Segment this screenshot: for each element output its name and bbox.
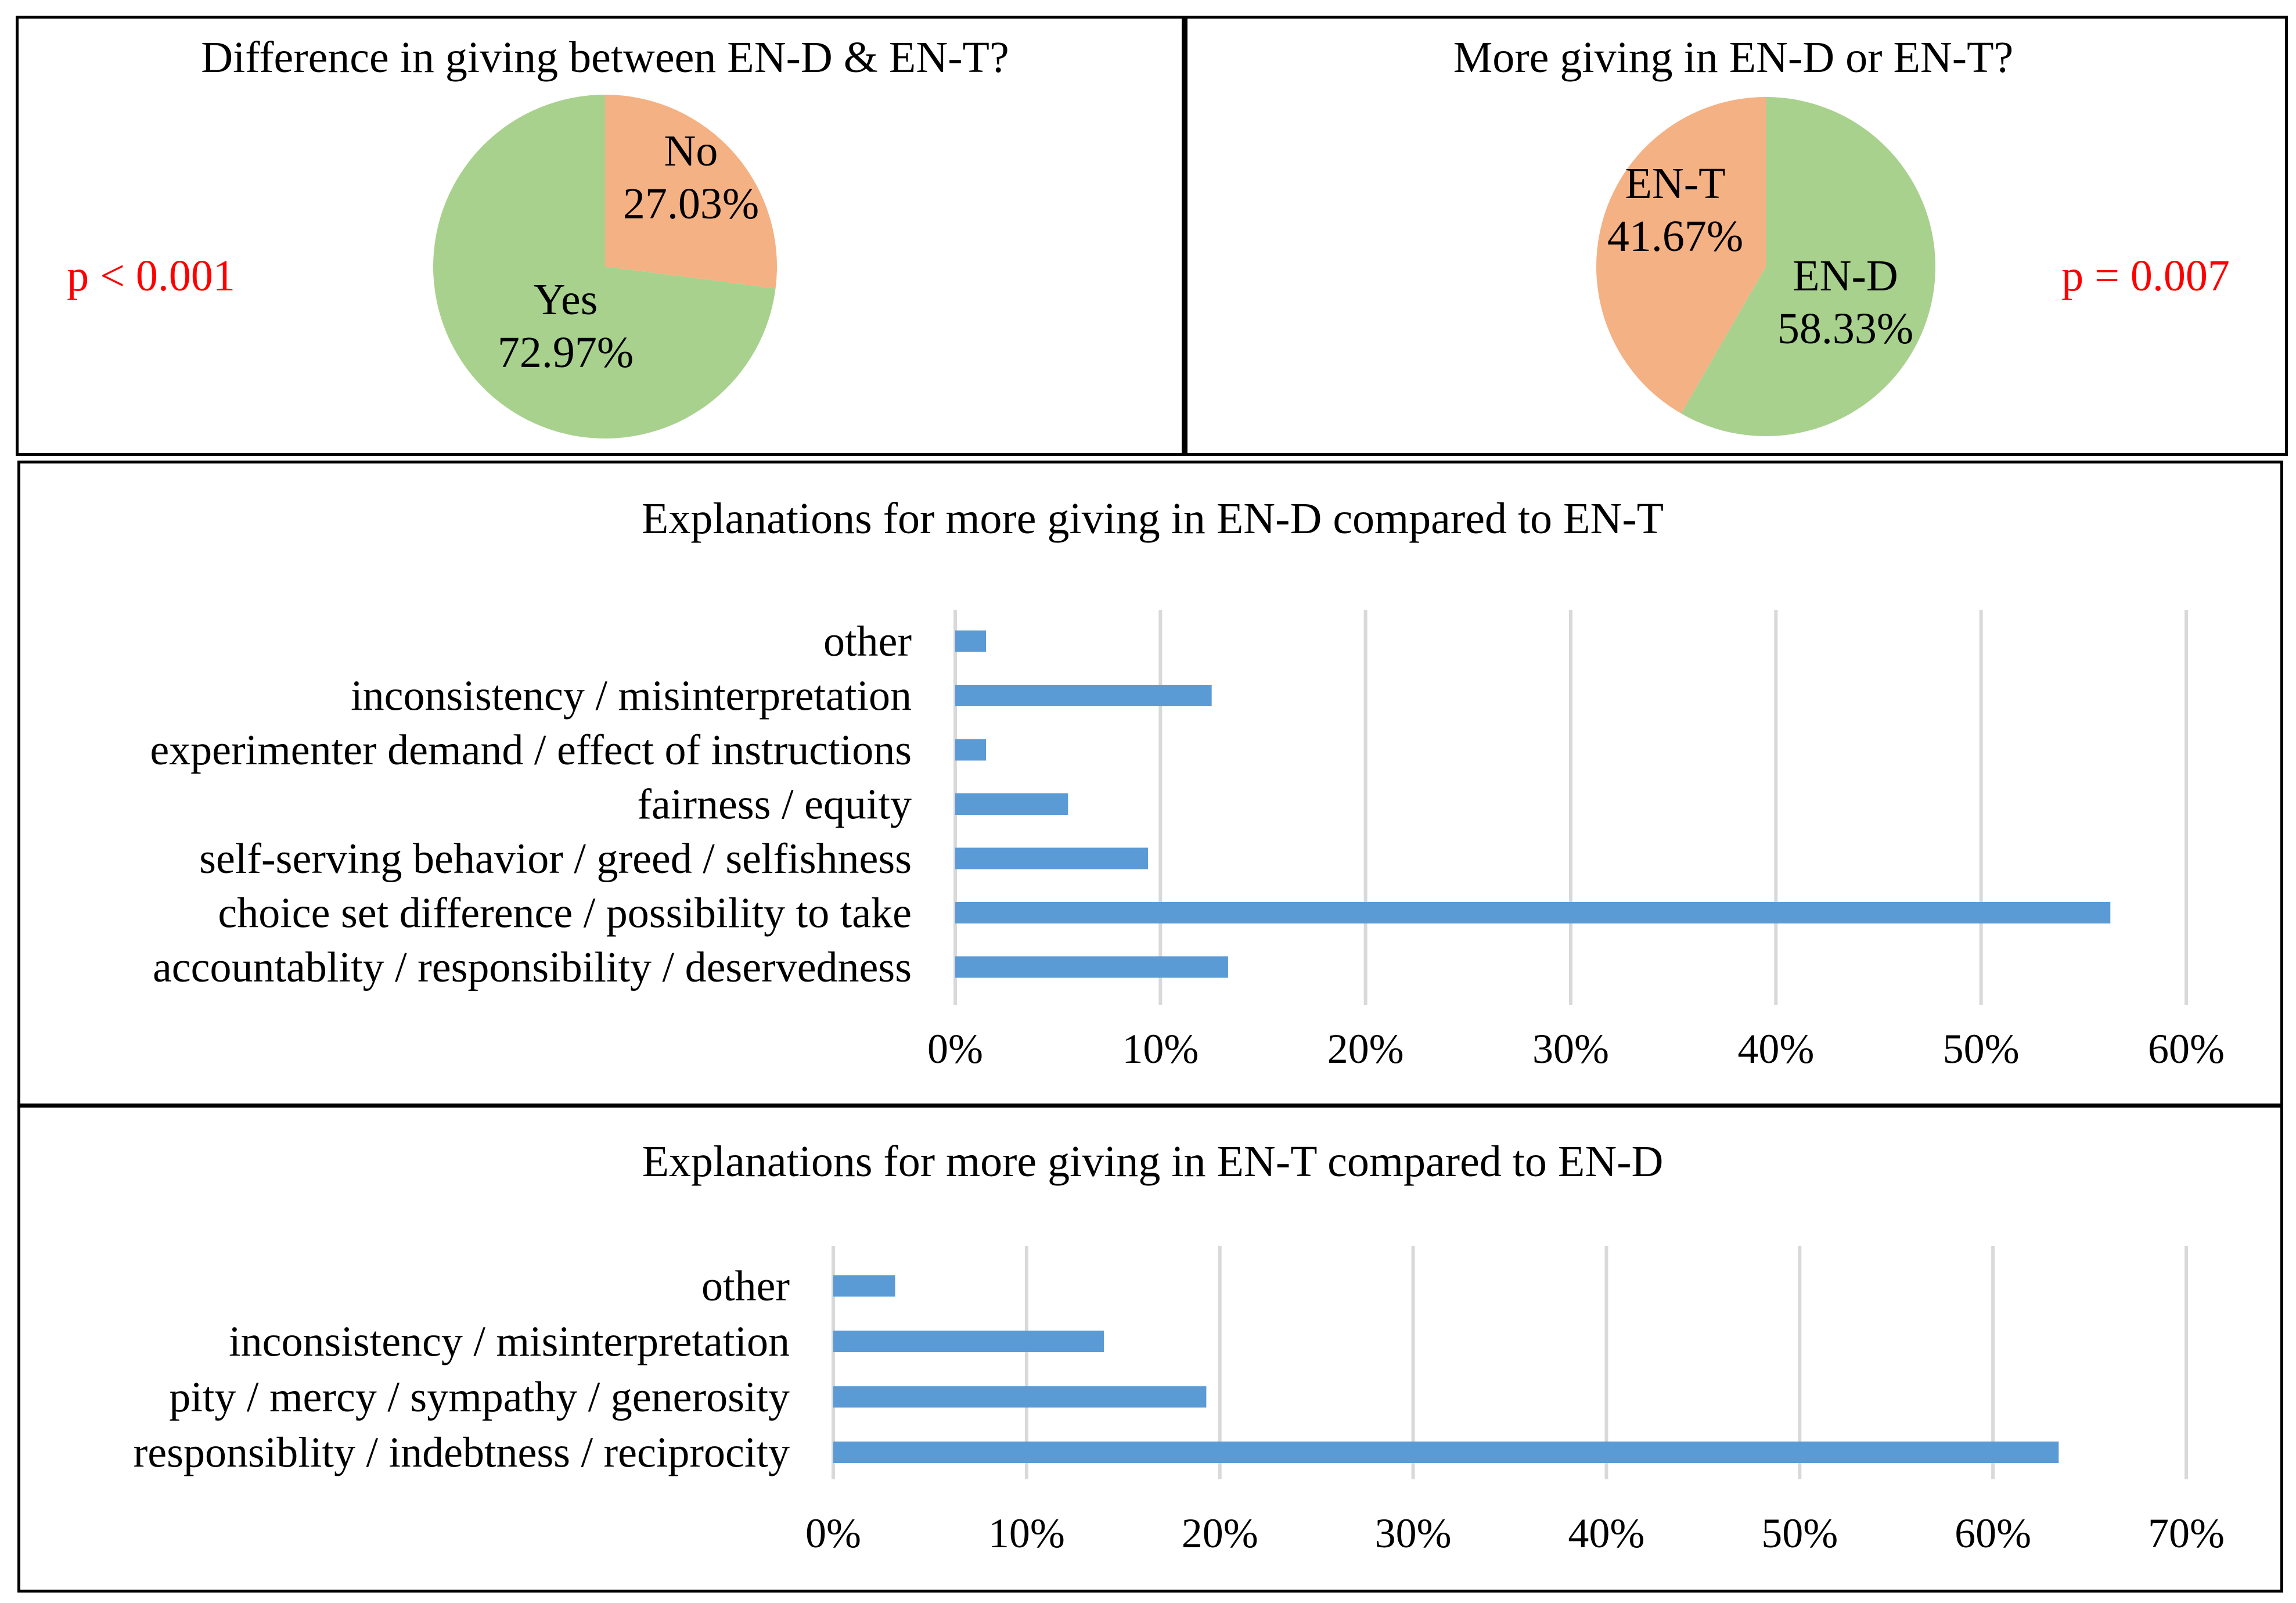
bar <box>955 793 1068 815</box>
x-tick-label: 60% <box>2148 1026 2225 1072</box>
category-label: experimenter demand / effect of instruct… <box>150 727 912 774</box>
slice-label-en-d: EN-D <box>1793 251 1898 300</box>
x-tick-label: 20% <box>1327 1026 1404 1072</box>
slice-value-yes: 72.97% <box>498 328 634 377</box>
bar-chart-title: Explanations for more giving in EN-T com… <box>642 1137 1664 1186</box>
x-tick-label: 10% <box>988 1510 1065 1557</box>
x-tick-label: 40% <box>1568 1510 1644 1557</box>
slice-label-en-t: EN-T <box>1625 159 1725 208</box>
bar-chart-title: Explanations for more giving in EN-D com… <box>642 494 1664 543</box>
slice-value-en-d: 58.33% <box>1777 304 1913 353</box>
x-tick-label: 10% <box>1122 1026 1199 1072</box>
bar <box>955 630 986 652</box>
pie-slice-no <box>605 95 777 289</box>
category-label: choice set difference / possibility to t… <box>218 890 912 937</box>
bar-chart-en-d: Explanations for more giving in EN-D com… <box>150 494 2225 1072</box>
slice-label-no: No <box>664 127 718 175</box>
bar <box>955 685 1212 706</box>
category-label: responsiblity / indebtness / reciprocity <box>134 1429 790 1477</box>
pie-chart-title: Difference in giving between EN-D & EN-T… <box>201 33 1009 82</box>
slice-value-en-t: 41.67% <box>1607 212 1743 261</box>
category-label: self-serving behavior / greed / selfishn… <box>199 835 912 883</box>
x-tick-label: 0% <box>927 1026 983 1072</box>
pie-chart-panel-difference: Difference in giving between EN-D & EN-T… <box>16 16 1187 456</box>
bar <box>833 1331 1104 1352</box>
x-tick-label: 20% <box>1182 1510 1258 1557</box>
category-label: pity / mercy / sympathy / generosity <box>169 1374 790 1421</box>
x-tick-label: 50% <box>1943 1026 2020 1072</box>
bar-chart-panel-en-t: Explanations for more giving in EN-T com… <box>17 1105 2283 1593</box>
bar <box>955 847 1149 869</box>
bar <box>833 1275 895 1297</box>
bar <box>833 1386 1207 1408</box>
pie-chart-title: More giving in EN-D or EN-T? <box>1453 33 2014 82</box>
x-tick-label: 40% <box>1737 1026 1814 1072</box>
category-label: fairness / equity <box>637 781 912 829</box>
category-label: accountablity / responsibility / deserve… <box>153 944 912 991</box>
x-tick-label: 70% <box>2148 1510 2225 1557</box>
x-tick-label: 30% <box>1532 1026 1609 1072</box>
pie-chart-direction: More giving in EN-D or EN-T? p = 0.007 E… <box>1453 33 2230 437</box>
slice-value-no: 27.03% <box>623 179 759 228</box>
pie-chart-difference: Difference in giving between EN-D & EN-T… <box>67 33 1009 439</box>
category-label: inconsistency / misinterpretation <box>229 1318 790 1366</box>
category-label: inconsistency / misinterpretation <box>351 673 912 720</box>
pie-slice-en-d <box>1681 97 1936 437</box>
p-value-annotation: p < 0.001 <box>67 251 235 300</box>
bar-chart-en-t: Explanations for more giving in EN-T com… <box>134 1137 2225 1557</box>
bar <box>955 739 986 761</box>
bar <box>955 956 1228 978</box>
x-tick-label: 50% <box>1761 1510 1838 1557</box>
category-label: other <box>701 1263 790 1310</box>
bar <box>955 902 2111 923</box>
bar <box>833 1442 2059 1463</box>
pie-slice-yes <box>433 95 776 439</box>
slice-label-yes: Yes <box>534 275 598 324</box>
x-tick-label: 0% <box>805 1510 861 1557</box>
x-tick-label: 30% <box>1375 1510 1452 1557</box>
p-value-annotation: p = 0.007 <box>2061 251 2230 300</box>
pie-chart-panel-direction: More giving in EN-D or EN-T? p = 0.007 E… <box>1182 16 2288 456</box>
bar-chart-panel-en-d: Explanations for more giving in EN-D com… <box>17 461 2283 1106</box>
category-label: other <box>823 618 912 666</box>
x-tick-label: 60% <box>1955 1510 2031 1557</box>
pie-slice-en-t <box>1596 97 1766 414</box>
